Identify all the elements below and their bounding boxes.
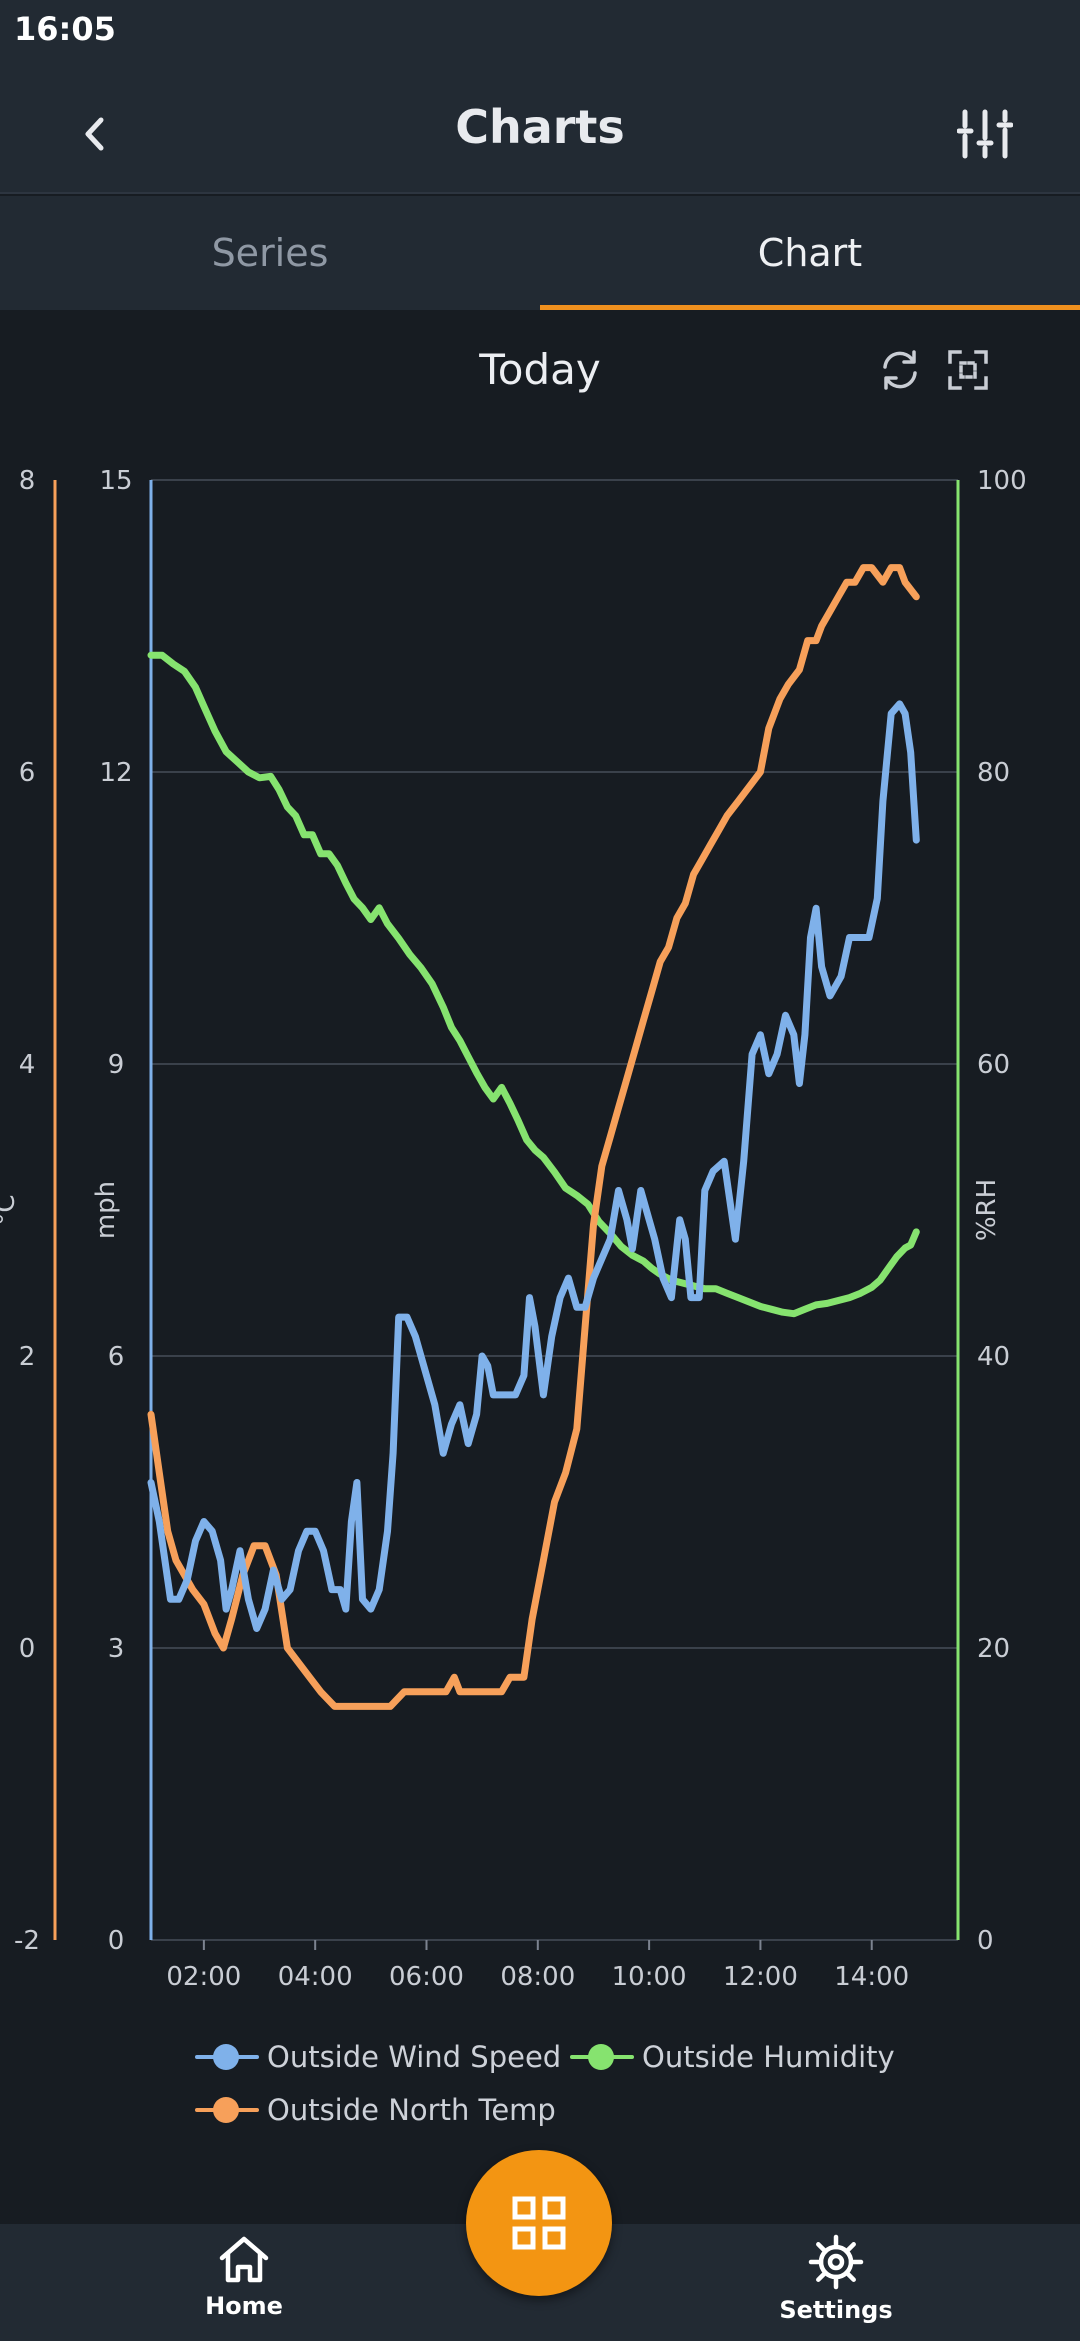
y-tick-label-c: 6 [19,758,36,788]
refresh-icon [883,350,917,390]
y-tick-label-mph: 15 [99,466,132,496]
y-tick-label-rh: 0 [977,1926,994,1956]
y-tick-label-mph: 3 [108,1634,125,1664]
chart-period-title: Today [479,345,601,394]
series-line-outside-humidity [147,651,920,1318]
sliders-icon [957,109,1013,159]
dashboard-fab[interactable] [466,2150,612,2296]
fullscreen-button[interactable] [944,346,992,394]
y-axis-title-rh: %RH [972,1179,1002,1241]
tab-bar: Series Chart [0,196,1080,310]
legend-label-north-temp: Outside North Temp [267,2093,556,2127]
y-tick-label-c: 8 [19,466,36,496]
series-line-outside-wind-speed [147,700,920,1632]
fullscreen-icon [948,350,988,390]
page-title: Charts [455,100,625,154]
y-tick-label-mph: 9 [108,1050,125,1080]
legend-item-wind-speed[interactable]: Outside Wind Speed [195,2040,561,2074]
legend-swatch-north-temp [195,2095,259,2125]
y-axis-title-mph: mph [91,1181,121,1239]
legend-item-north-temp[interactable]: Outside North Temp [195,2093,556,2127]
x-tick-label: 02:00 [166,1962,241,1992]
y-tick-label-c: -2 [14,1926,40,1956]
x-tick-label: 12:00 [723,1962,798,1992]
tab-series[interactable]: Series [211,231,329,275]
nav-settings[interactable]: Settings [756,2234,916,2334]
legend-swatch-wind-speed [195,2042,259,2072]
back-button[interactable] [56,94,136,174]
filter-button[interactable] [940,94,1030,174]
x-tick-label: 04:00 [278,1962,353,1992]
nav-home-label: Home [205,2292,283,2320]
legend-item-humidity[interactable]: Outside Humidity [570,2040,895,2074]
x-tick-label: 06:00 [389,1962,464,1992]
status-bar: 16:05 [0,0,1080,60]
series-line-outside-north-temp [147,564,920,1710]
grid-icon [512,2196,566,2250]
nav-settings-label: Settings [779,2296,893,2324]
refresh-button[interactable] [876,346,924,394]
legend-label-wind-speed: Outside Wind Speed [267,2040,562,2074]
y-tick-label-mph: 6 [108,1342,125,1372]
x-tick-label: 14:00 [834,1962,909,1992]
y-axis-title-c: °C [0,1194,21,1225]
y-tick-label-c: 0 [19,1634,36,1664]
y-tick-label-rh: 20 [977,1634,1010,1664]
gear-icon [808,2234,864,2290]
home-icon [219,2236,269,2283]
y-tick-label-mph: 0 [108,1926,125,1956]
x-tick-label: 08:00 [500,1962,575,1992]
app-bar: Charts [0,60,1080,194]
tab-chart[interactable]: Chart [757,231,863,275]
legend-swatch-humidity [570,2042,634,2072]
status-time: 16:05 [14,10,116,48]
y-tick-label-rh: 80 [977,758,1010,788]
chevron-left-icon [85,117,104,151]
legend-label-humidity: Outside Humidity [642,2040,895,2074]
y-tick-label-c: 2 [19,1342,36,1372]
nav-home[interactable]: Home [164,2234,324,2334]
x-tick-label: 10:00 [612,1962,687,1992]
tab-indicator [540,305,1080,310]
y-tick-label-rh: 40 [977,1342,1010,1372]
y-tick-label-rh: 100 [977,466,1027,496]
y-tick-label-mph: 12 [99,758,132,788]
y-tick-label-rh: 60 [977,1050,1010,1080]
y-tick-label-c: 4 [19,1050,36,1080]
